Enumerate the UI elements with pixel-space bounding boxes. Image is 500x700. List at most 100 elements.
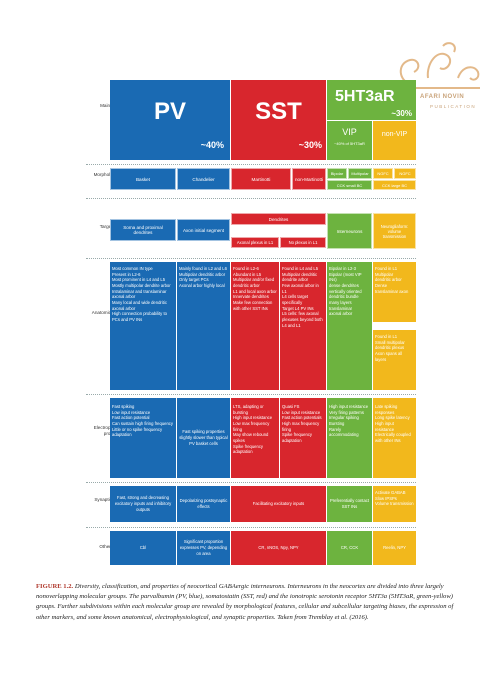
syn-sst: Facilitating excitatory inputs bbox=[231, 486, 326, 522]
electro-sst-a-item: Spike frequency adaptation bbox=[233, 443, 264, 455]
anat-nonvip-b-item: Axon spans all layers bbox=[375, 351, 403, 362]
anat-vip-item: Bipolar (most VIP INs) bbox=[329, 271, 362, 283]
anat-sst-a-item: Found in L2-6 bbox=[233, 266, 259, 271]
anat-nonvip-a-item: Found in L1 bbox=[375, 266, 398, 271]
morph-ngfc-2: NGFC bbox=[394, 168, 416, 179]
electro-vip: High input resistance Very firing patter… bbox=[327, 398, 372, 478]
anat-sst-b-item: dendrite arbor bbox=[282, 277, 309, 283]
htr-header: 5HT3aR ~30% bbox=[327, 80, 416, 120]
target-pv-chandelier: Axon initial segment bbox=[177, 219, 230, 241]
morph-martinotti: Martinotti bbox=[231, 168, 291, 190]
target-sst-a: Axonal plexus in L1 bbox=[231, 237, 279, 248]
vip-label: VIP bbox=[342, 127, 357, 137]
anat-vip-item: dense dendrites bbox=[329, 283, 359, 289]
anat-nonvip-b: Found in L1 Small multipolar dendritic p… bbox=[373, 330, 416, 390]
anat-sst-a: Found in L2-6 Abundant in L5 Multipolar … bbox=[231, 262, 279, 390]
electro-pv-basket-item: Low input resistance bbox=[112, 409, 151, 415]
electro-nonvip: Late spiking responses Long spike latenc… bbox=[373, 398, 416, 478]
morph-cck-large: CCK large BC bbox=[373, 180, 416, 190]
anat-pv-basket-item: Most prominent in L4 and L5 bbox=[112, 277, 166, 283]
target-vip: Interneurons bbox=[327, 213, 372, 249]
row-divider bbox=[86, 198, 416, 199]
anat-pv-basket-item: High connection probability to PCs and P… bbox=[112, 311, 167, 323]
electro-nonvip-item: Long spike latency bbox=[375, 415, 410, 421]
electro-vip-item: Rarely accommodating bbox=[329, 426, 359, 438]
htr-percent: ~30% bbox=[391, 109, 412, 118]
figure-caption-text: Diversity, classification, and propertie… bbox=[36, 583, 454, 621]
anat-sst-b-item: Few axonal arbor in L1 bbox=[282, 283, 319, 294]
logo-sub: PUBLICATION bbox=[430, 104, 477, 109]
sst-header: SST ~30% bbox=[231, 80, 326, 160]
anat-sst-a-item: Multipolar and/or fixed dendritic arbor bbox=[233, 277, 275, 289]
other-sst: CR, nNOS, Npy, NPY bbox=[231, 531, 326, 565]
electro-sst-b-item: Fast action potentials bbox=[282, 415, 322, 421]
anat-nonvip-b-item: Found in L1 bbox=[375, 334, 398, 339]
electro-sst-b: Quasi FS Low input resistance Fast actio… bbox=[280, 398, 326, 478]
pv-percent: ~40% bbox=[200, 140, 224, 150]
syn-pv-basket: Fast, strong and decreasing excitatory i… bbox=[110, 486, 176, 522]
row-divider bbox=[86, 258, 416, 259]
anat-pv-chandelier: Mainly found in L2 and L6 Multipolar den… bbox=[177, 262, 230, 390]
anat-pv-basket-item: Intralaminar and translaminar axonal arb… bbox=[112, 288, 167, 300]
row-divider bbox=[86, 164, 416, 165]
syn-nonvip-item: Volume transmission bbox=[375, 501, 414, 507]
electro-pv-basket-item: Fast spiking bbox=[112, 404, 135, 409]
electro-nonvip-item: High input resistance bbox=[375, 421, 395, 432]
electro-sst-a-item: LTS, adapting or bursting bbox=[233, 404, 264, 415]
electro-vip-item: Bursting bbox=[329, 421, 345, 427]
anat-sst-b-item: Found in L4 and L5 bbox=[282, 266, 319, 271]
anat-pv-basket-item: Many local and wide dendritic axonal arb… bbox=[112, 300, 167, 311]
electro-pv-basket-item: Little or no spike frequency adaptation bbox=[112, 426, 163, 438]
syn-nonvip: Activate GABAB Slow IPSPs Volume transmi… bbox=[373, 486, 416, 522]
sst-label: SST bbox=[255, 98, 302, 125]
electro-sst-b-item: Spike frequency adaptation bbox=[282, 432, 313, 444]
anat-vip-item: axonal arbor bbox=[329, 311, 353, 317]
anat-sst-a-item: L1 and local axon arbor bbox=[233, 288, 277, 294]
electro-nonvip-item: Late spiking responses bbox=[375, 404, 398, 415]
anat-pv-basket-item: Mostly multipolar dendrite arbor bbox=[112, 283, 171, 289]
sst-percent: ~30% bbox=[298, 140, 322, 150]
figure-label: FIGURE 1.2. bbox=[36, 583, 74, 590]
electro-sst-a-item: May show rebound spikes bbox=[233, 432, 269, 444]
other-pv-basket: Cbl bbox=[110, 531, 176, 565]
anat-nonvip-a-item: translaminar axon bbox=[375, 288, 409, 294]
anat-sst-b-item: Target L4 PV INs bbox=[282, 305, 314, 311]
target-nonvip: Neurogliaform: volume transmission bbox=[373, 213, 416, 249]
nonvip-label: non-VIP bbox=[381, 131, 408, 138]
other-nonvip: Reelin, NPY bbox=[373, 531, 416, 565]
anat-sst-a-item: Innervate dendrites bbox=[233, 294, 269, 300]
electro-sst-a: LTS, adapting or bursting High input res… bbox=[231, 398, 279, 478]
anat-pv-chand-item: Axonal arbor highly local bbox=[179, 283, 225, 289]
anat-vip-item: Bipolar in L2-3 bbox=[329, 266, 357, 271]
anat-pv-chand-item: Multipolar dendritic arbor bbox=[179, 271, 226, 277]
anat-sst-b-item: L5 cells: few axonal bbox=[282, 311, 319, 317]
syn-nonvip-item: Slow IPSPs bbox=[375, 495, 397, 501]
figure-caption: FIGURE 1.2. Diversity, classification, a… bbox=[36, 582, 464, 623]
pv-label: PV bbox=[153, 98, 186, 125]
target-sst: Dendrites bbox=[231, 213, 326, 225]
electro-pv-basket-item: Fast action potential bbox=[112, 415, 150, 421]
nonvip-header: non-VIP bbox=[373, 121, 416, 160]
anat-pv-chand-item: Only target PCs bbox=[179, 277, 209, 283]
htr-label: 5HT3aR bbox=[335, 88, 395, 105]
anat-pv-basket-item: Most common IN type bbox=[112, 266, 153, 271]
electro-sst-a-item: Low max frequency firing bbox=[233, 421, 270, 432]
anat-vip-item: translaminar bbox=[329, 305, 353, 311]
anat-nonvip-b-item: dendritic plexus bbox=[375, 345, 405, 351]
anat-nonvip-a-item: Multipolar bbox=[375, 271, 394, 277]
electro-sst-b-item: Low input resistance bbox=[282, 409, 321, 415]
anat-sst-a-item: Abundant in L5 bbox=[233, 271, 262, 277]
anat-vip-item: vertically oriented dendritic bundle bbox=[329, 288, 362, 300]
morph-bipolar: Bipolar bbox=[327, 168, 347, 179]
morph-chandelier: Chandelier bbox=[177, 168, 230, 190]
logo-brand: AFARI NOVIN bbox=[420, 94, 465, 100]
target-sst-b: No plexus in L1 bbox=[280, 237, 326, 248]
electro-vip-item: Irregular spiking bbox=[329, 415, 359, 421]
anat-sst-b-item: L4 cells target specifically bbox=[282, 294, 309, 306]
pv-header: PV ~40% bbox=[110, 80, 230, 160]
anat-nonvip-a-item: dendritic arbor bbox=[375, 277, 402, 283]
vip-sub: ~40% of 5HT3aR bbox=[334, 141, 365, 146]
electro-sst-a-item: High input resistance bbox=[233, 415, 273, 421]
syn-vip: Preferentially contact SST INs bbox=[327, 486, 372, 522]
electro-vip-item: Very firing patterns bbox=[329, 409, 364, 415]
